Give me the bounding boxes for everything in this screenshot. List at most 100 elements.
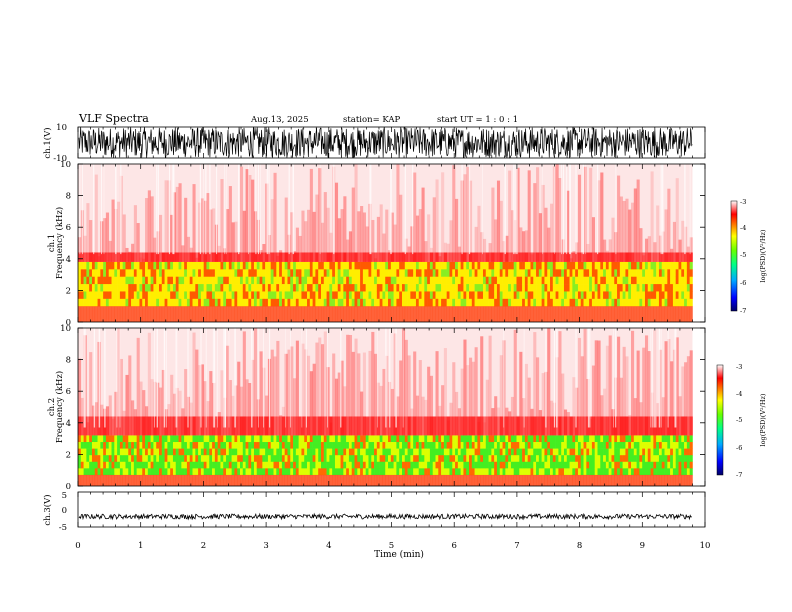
spectrogram-cell [390, 474, 394, 486]
spectrogram-cell [142, 298, 146, 307]
spectrogram-cell [510, 306, 515, 322]
spectrogram-cell [234, 416, 238, 436]
spectrogram-cell [273, 172, 277, 262]
spectrogram-cell [505, 261, 509, 270]
spectrogram-cell [681, 474, 685, 486]
spectrogram-cell [265, 442, 269, 449]
spectrogram-cell [248, 416, 252, 436]
spectrogram-cell [530, 474, 534, 486]
spectrogram-cell [667, 461, 671, 469]
spectrogram-cell [399, 269, 403, 277]
spectrogram-cell [421, 252, 425, 262]
spectrogram-cell [580, 455, 584, 463]
spectrogram-cell [209, 448, 213, 456]
spectrogram-cell [253, 448, 258, 456]
spectrogram-cell [226, 474, 230, 486]
spectrogram-cell [611, 468, 615, 476]
spectrogram-cell [128, 448, 132, 456]
spectrogram-cell [337, 218, 341, 262]
spectrogram-cell [647, 442, 651, 449]
spectrogram-cell [119, 261, 123, 270]
spectrogram-cell [600, 395, 604, 436]
spectrogram-cell [125, 291, 129, 300]
spectrogram-cell [664, 455, 668, 463]
spectrogram-cell [597, 180, 601, 262]
spectrogram-cell [279, 261, 283, 270]
spectrogram-cell [223, 269, 227, 277]
spectrogram-cell [577, 468, 582, 476]
spectrogram-cell [390, 269, 394, 277]
spectrogram-cell [678, 448, 682, 456]
spectrogram-cell [382, 306, 386, 322]
spectrogram-cell [600, 252, 604, 262]
spectrogram-cell [320, 455, 325, 463]
spectrogram-cell [382, 455, 386, 463]
spectrogram-cell [365, 261, 369, 270]
spectrogram-cell [441, 448, 445, 456]
spectrogram-cell [530, 269, 534, 277]
spectrogram-cell [265, 435, 269, 443]
spectrogram-cell [418, 261, 422, 270]
spectrogram-cell [452, 291, 456, 300]
spectrogram-cell [572, 468, 576, 476]
spectrogram-cell [147, 468, 151, 476]
spectrogram-cell [432, 261, 436, 270]
spectrogram-cell [516, 291, 520, 300]
spectrogram-cell [443, 269, 447, 277]
spectrogram-cell [226, 416, 230, 436]
spectrogram-cell [323, 261, 327, 270]
spectrogram-cell [656, 455, 660, 463]
spectrogram-cell [147, 252, 151, 262]
spectrogram-cell [374, 416, 378, 436]
spectrogram-cell [198, 435, 202, 443]
spectrogram-cell [603, 276, 607, 285]
spectrogram-cell [597, 468, 601, 476]
spectrogram-cell [385, 269, 389, 277]
spectrogram-cell [348, 474, 353, 486]
spectrogram-cell [175, 269, 179, 277]
spectrogram-cell [220, 370, 224, 436]
spectrogram-cell [217, 416, 221, 436]
spectrogram-cell [407, 448, 411, 456]
spectrogram-cell [114, 252, 118, 262]
spectrogram-cell [318, 435, 322, 443]
spectrogram-cell [89, 298, 93, 307]
ch2-spectrogram-ylabel-freq: Frequency (kHz) [54, 371, 65, 443]
spectrogram-cell [145, 298, 149, 307]
spectrogram-cell [237, 455, 241, 463]
spectrogram-cell [413, 351, 417, 436]
spectrogram-cell [175, 291, 179, 300]
spectrogram-cell [463, 174, 467, 262]
spectrogram-cell [365, 226, 369, 262]
spectrogram-cell [200, 461, 204, 469]
spectrogram-cell [200, 416, 204, 436]
spectrogram-cell [343, 291, 347, 300]
spectrogram-cell [245, 416, 249, 436]
spectrogram-cell [217, 284, 221, 292]
spectrogram-cell [203, 298, 207, 307]
spectrogram-cell [273, 416, 277, 436]
spectrogram-cell [538, 213, 542, 262]
spectrogram-cell [555, 276, 559, 285]
spectrogram-cell [195, 252, 199, 262]
spectrogram-cell [435, 252, 439, 262]
spectrogram-cell [393, 333, 397, 436]
spectrogram-cell [614, 252, 618, 262]
spectrogram-cell [142, 291, 146, 300]
spectrogram-cell [502, 461, 506, 469]
spectrogram-cell [376, 448, 380, 456]
spectrogram-cell [650, 171, 654, 262]
spectrogram-cell [575, 276, 579, 285]
spectrogram-cell [614, 435, 618, 443]
spectrogram-cell [664, 298, 668, 307]
spectrogram-cell [78, 455, 82, 463]
spectrogram-cell [471, 455, 475, 463]
spectrogram-cell [527, 269, 531, 277]
spectrogram-cell [340, 416, 344, 436]
spectrogram-cell [536, 261, 540, 270]
spectrogram-cell [287, 291, 291, 300]
spectrogram-cell [103, 269, 107, 277]
spectrogram-cell [111, 284, 115, 292]
spectrogram-cell [214, 416, 218, 436]
spectrogram-cell [234, 276, 238, 285]
